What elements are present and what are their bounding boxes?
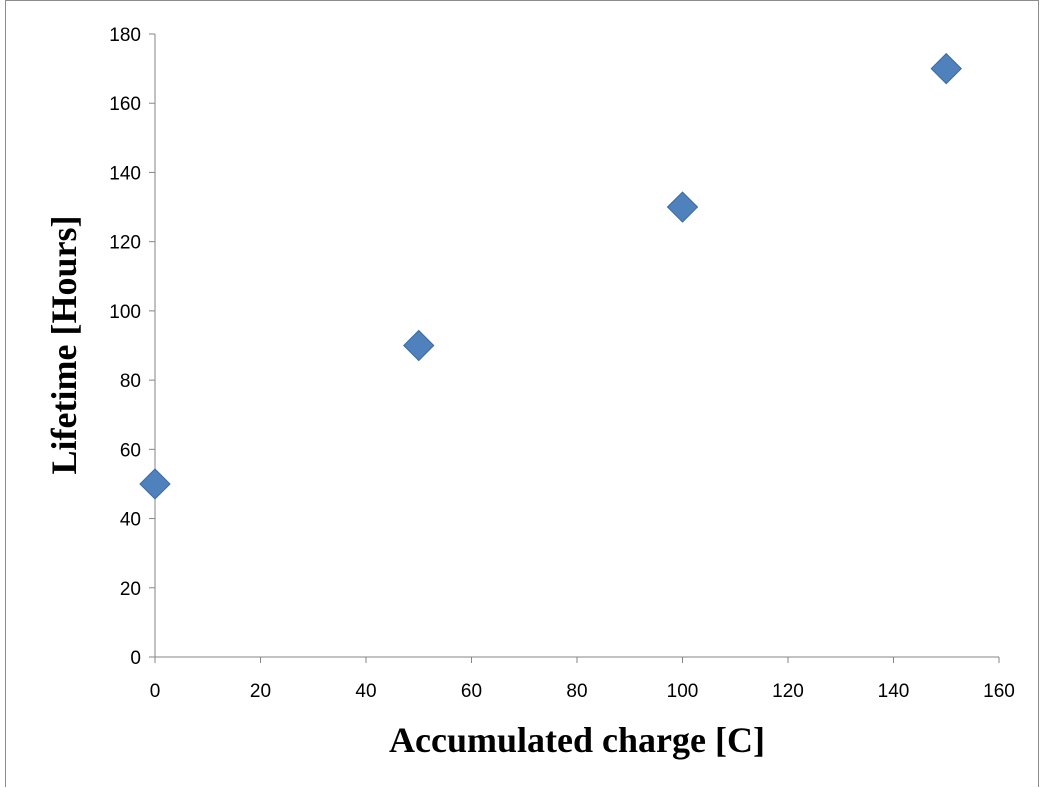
data-point bbox=[403, 329, 435, 362]
x-ticks: 0 20 40 60 80 100 120 140 160 bbox=[150, 657, 1015, 702]
data-point bbox=[666, 191, 699, 223]
y-axis-title: Lifetime [Hours] bbox=[44, 216, 84, 475]
x-axis-title: Accumulated charge [C] bbox=[389, 720, 765, 760]
y-tick-label: 0 bbox=[130, 648, 141, 669]
x-tick-label: 40 bbox=[355, 681, 376, 702]
x-tick-label: 0 bbox=[150, 681, 161, 702]
y-ticks: 0 20 40 60 80 100 120 140 160 180 bbox=[109, 25, 155, 669]
y-tick-label: 40 bbox=[120, 510, 141, 531]
data-point bbox=[139, 468, 171, 500]
x-tick-label: 120 bbox=[772, 681, 804, 702]
y-tick-label: 20 bbox=[120, 579, 141, 600]
x-tick-label: 80 bbox=[566, 681, 587, 702]
x-tick-label: 160 bbox=[983, 681, 1015, 702]
y-tick-label: 60 bbox=[120, 440, 141, 461]
y-tick-label: 80 bbox=[120, 371, 141, 392]
x-tick-label: 60 bbox=[461, 681, 482, 702]
y-tick-label: 180 bbox=[109, 25, 141, 46]
y-tick-label: 160 bbox=[109, 94, 141, 115]
x-tick-label: 100 bbox=[667, 681, 699, 702]
x-tick-label: 140 bbox=[878, 681, 910, 702]
data-point bbox=[930, 52, 962, 85]
y-tick-label: 120 bbox=[109, 233, 141, 254]
x-tick-label: 20 bbox=[250, 681, 271, 702]
y-tick-label: 100 bbox=[109, 302, 141, 323]
data-points bbox=[139, 52, 962, 500]
y-tick-label: 140 bbox=[109, 163, 141, 184]
chart-frame bbox=[5, 0, 1039, 787]
axes bbox=[154, 34, 999, 658]
